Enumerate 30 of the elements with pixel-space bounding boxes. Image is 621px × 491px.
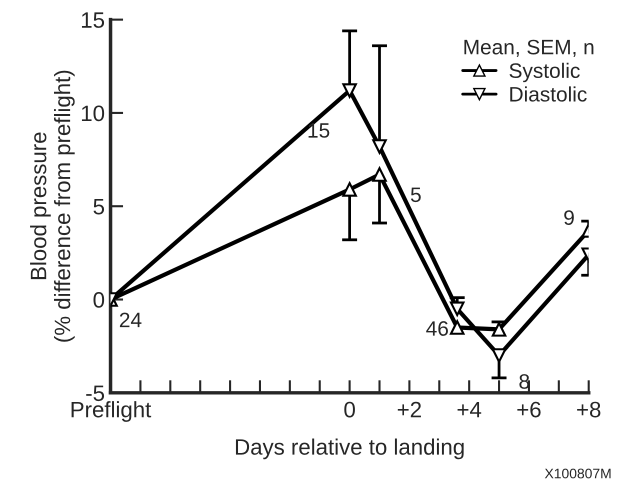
- legend-label: Systolic: [510, 62, 580, 82]
- x-tick-label: Preflight: [72, 401, 152, 422]
- x-tick-label: +6: [517, 402, 541, 418]
- point: [342, 83, 357, 98]
- annotation: 5: [410, 188, 421, 202]
- point: [372, 167, 387, 182]
- text: X100807M: [544, 468, 611, 478]
- annotation: 9: [564, 210, 574, 225]
- legend-title: Mean, SEM, n: [464, 40, 594, 57]
- x-tick-label: +4: [458, 402, 482, 418]
- point: [342, 182, 357, 197]
- point: [492, 322, 506, 337]
- x-tick-label: +2: [398, 402, 421, 418]
- point: [450, 302, 465, 316]
- y-tick-label: -5: [86, 386, 104, 402]
- y-tick-label: 10: [82, 105, 104, 122]
- x-tick-label: +8: [577, 402, 600, 418]
- legend-label: Diastolic: [510, 86, 587, 102]
- y-axis-title: Blood pressure (% difference from preflight): [30, 70, 75, 342]
- y-tick-label: 5: [94, 198, 104, 214]
- y-tick-label: 0: [93, 292, 104, 308]
- point: [450, 320, 465, 335]
- point: [492, 348, 506, 363]
- annotation: 24: [120, 312, 142, 328]
- annotation: 15: [308, 123, 330, 138]
- point: [372, 139, 387, 154]
- annotation: 46: [426, 321, 448, 336]
- y-tick-label: 15: [82, 12, 104, 28]
- x-axis-title: Days relative to landing: [236, 438, 464, 460]
- x-tick-label: 0: [344, 402, 355, 418]
